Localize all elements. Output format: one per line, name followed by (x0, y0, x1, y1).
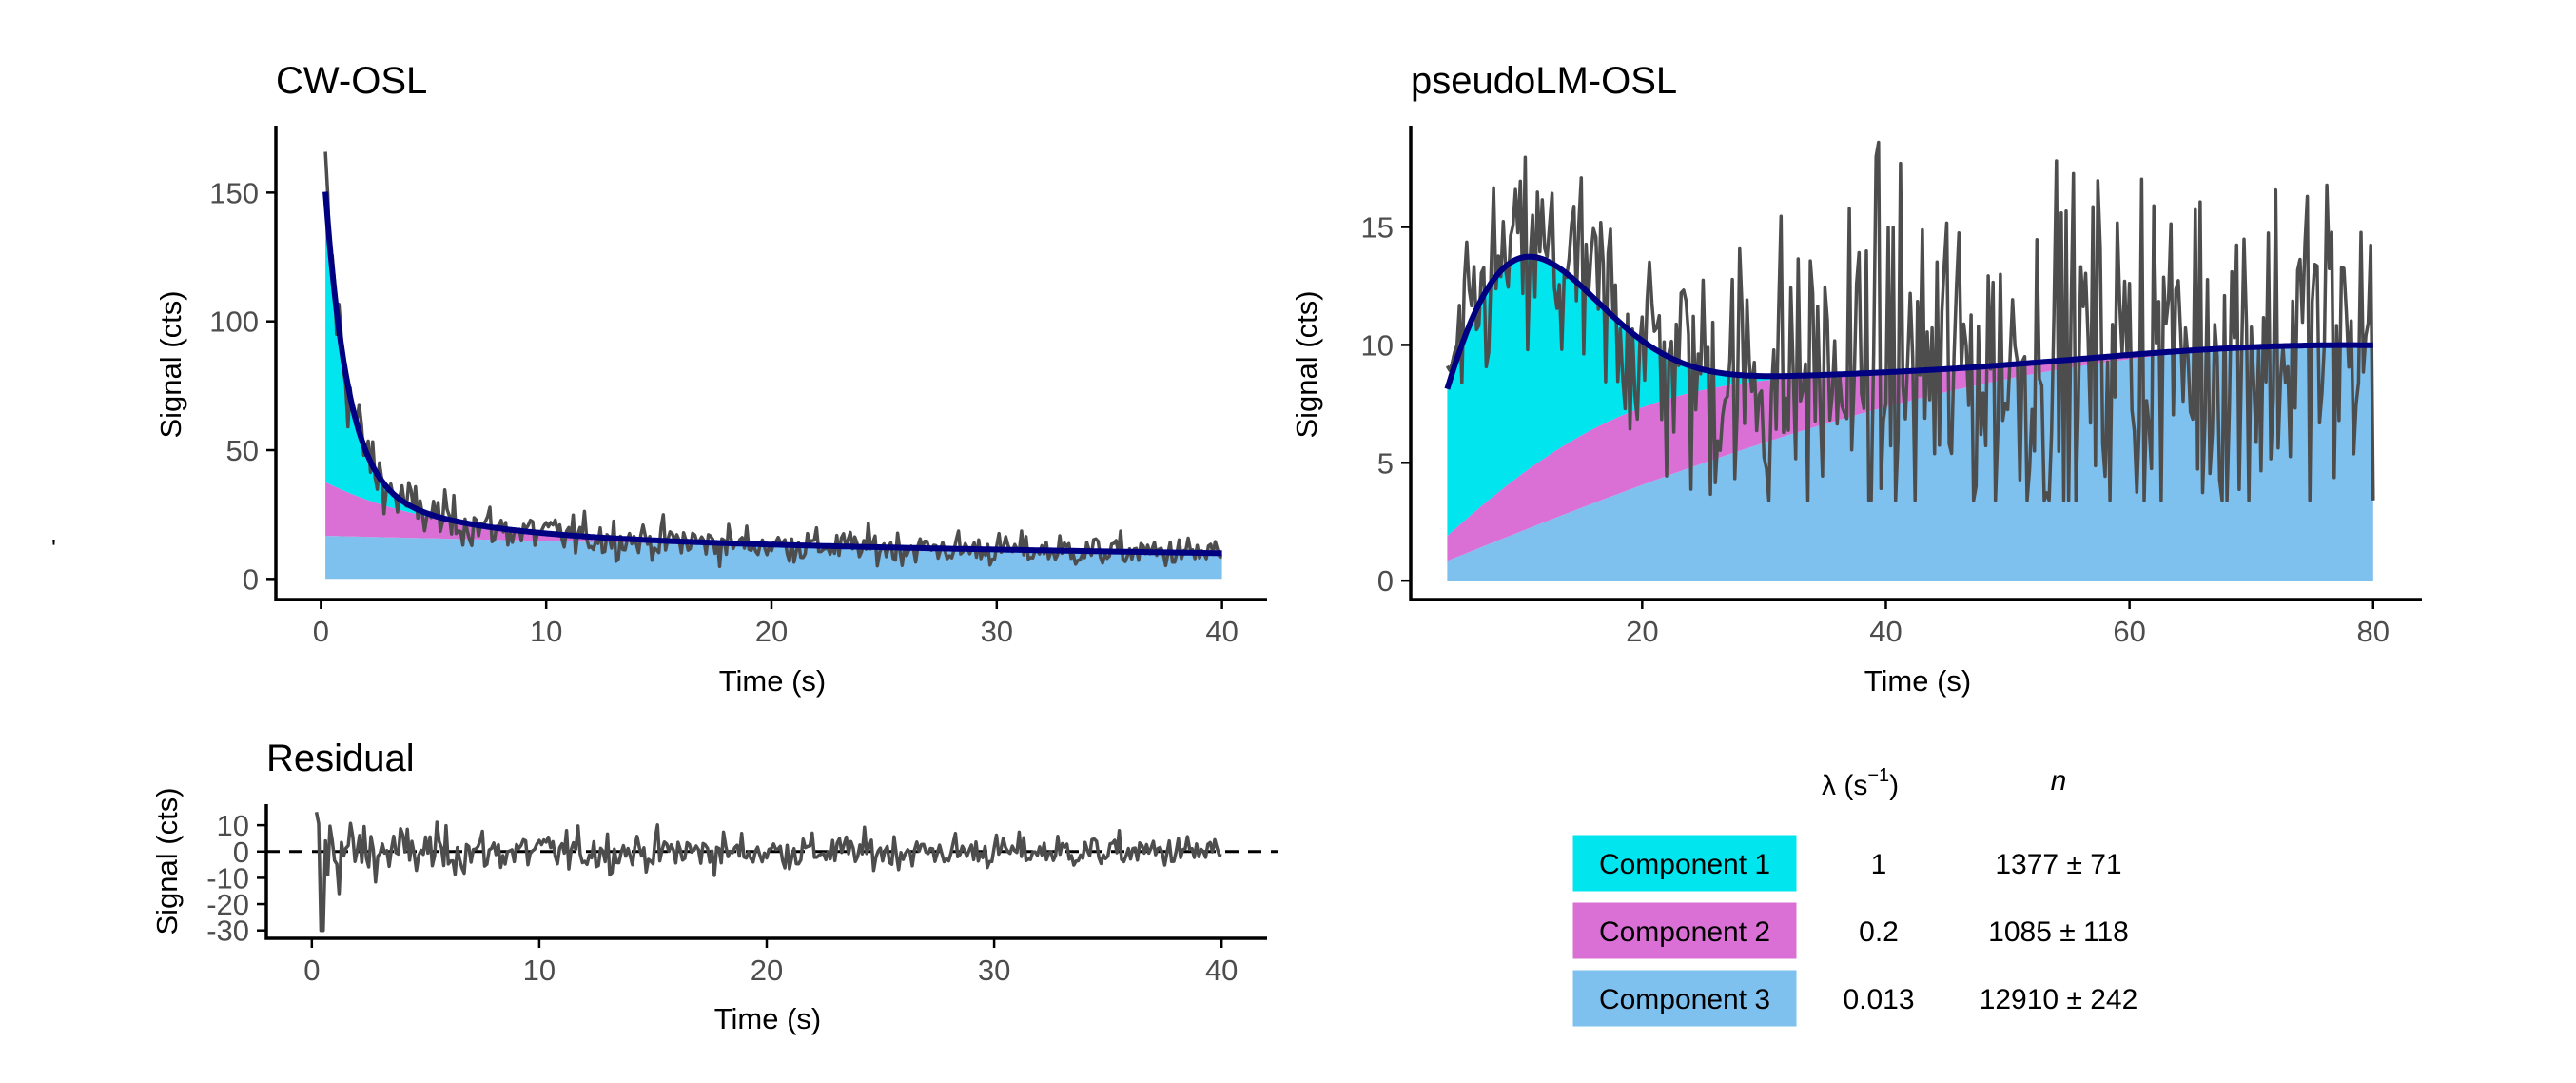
pseudolm-osl-y-tick-label: 0 (1377, 564, 1394, 598)
residual-y-tick-label: -30 (206, 915, 249, 948)
residual-x-tick-label: 20 (751, 954, 783, 987)
residual-x-tick-label: 10 (523, 954, 556, 987)
n-header: n (2051, 765, 2067, 797)
residual-title: Residual (266, 738, 415, 779)
pseudolm-osl-area-component-2 (1447, 345, 2373, 561)
residual-x-tick-label: 30 (978, 954, 1010, 987)
cw-osl-y-axis-label: Signal (cts) (154, 290, 187, 438)
legend-swatch-component-2 (1570, 899, 1800, 962)
component-legend-table: λ (s−1) n Component 1 1 1377 ± 71Component… (1570, 765, 2138, 1030)
cw-osl-y-tick-label: 150 (209, 176, 259, 209)
legend-label-component-3: Component 3 (1599, 984, 1770, 1015)
pseudolm-osl-panel: pseudoLM-OSL 20 40 60 80 0 5 10 15 Time (s) Si… (1290, 60, 2422, 698)
legend-n-component-3: 12910 ± 242 (1980, 984, 2138, 1015)
legend-swatch-component-1 (1570, 832, 1800, 895)
pseudolm-osl-x-tick-label: 80 (2357, 615, 2390, 648)
pseudolm-osl-x-tick-label: 20 (1626, 615, 1658, 648)
pseudolm-osl-x-ticks: 20 40 60 80 (1626, 600, 2390, 648)
legend-rows: Component 1 1 1377 ± 71 Component 2 0.2 1085 … (1570, 832, 2138, 1030)
cw-osl-axis-lines (274, 126, 1267, 601)
legend-lambda-component-3: 0.013 (1843, 984, 1914, 1015)
residual-y-tick-label: 0 (233, 836, 249, 869)
residual-y-tick-label: -20 (206, 888, 249, 921)
cw-osl-y-tick-label: 100 (209, 305, 259, 339)
cw-osl-x-tick-label: 40 (1205, 615, 1238, 648)
pseudolm-osl-x-tick-label: 60 (2113, 615, 2145, 648)
lambda-header-exponent: −1 (1867, 765, 1889, 786)
legend-lambda-component-2: 0.2 (1859, 916, 1899, 948)
pseudolm-osl-y-tick-label: 5 (1377, 446, 1394, 480)
cw-osl-title: CW-OSL (276, 60, 427, 102)
cw-osl-measured-line (323, 151, 1222, 568)
pseudolm-osl-y-tick-label: 15 (1361, 211, 1394, 245)
residual-y-tick-label: -10 (206, 861, 249, 895)
residual-panel: Residual 0 10 20 30 40 100-10-20-30 Time (s)… (150, 738, 1278, 1035)
cw-osl-area-component-1 (325, 191, 1222, 554)
cw-osl-area-component-3 (325, 536, 1222, 580)
legend-label-component-1: Component 1 (1599, 849, 1770, 880)
residual-y-tick-label: 10 (217, 809, 249, 842)
cw-osl-y-tick-label: 50 (226, 434, 259, 467)
pseudolm-osl-y-tick-label: 10 (1361, 328, 1394, 362)
legend-swatch-component-3 (1570, 967, 1800, 1030)
cw-osl-x-axis-label: Time (s) (719, 664, 827, 698)
residual-x-ticks: 0 10 20 30 40 (303, 938, 1238, 987)
cw-osl-x-tick-label: 20 (755, 615, 788, 648)
cw-osl-panel: CW-OSL 0 10 20 30 40 0 50 100 150 Time (s) Sign… (154, 60, 1267, 698)
lambda-header-label: λ (s (1822, 770, 1867, 801)
legend-n-component-2: 1085 ± 118 (1988, 916, 2129, 948)
cw-osl-y-ticks: 0 50 100 150 (209, 176, 276, 596)
cw-osl-x-ticks: 0 10 20 30 40 (313, 600, 1239, 648)
lambda-header: λ (s−1) (1822, 765, 1899, 801)
legend-lambda-component-1: 1 (1871, 849, 1887, 880)
legend-n-component-1: 1377 ± 71 (1995, 849, 2121, 880)
residual-y-ticks: 100-10-20-30 (206, 809, 266, 948)
pseudolm-osl-x-tick-label: 40 (1869, 615, 1902, 648)
legend-label-component-2: Component 2 (1599, 916, 1770, 948)
residual-x-tick-label: 0 (303, 954, 320, 987)
residual-axis-lines (264, 804, 1267, 940)
pseudolm-osl-measured-line (1445, 140, 2375, 502)
pseudolm-osl-area-component-3 (1447, 345, 2373, 581)
cw-osl-x-tick-label: 10 (530, 615, 562, 648)
pseudolm-osl-y-ticks: 0 5 10 15 (1361, 211, 1411, 598)
pseudolm-osl-axis-lines (1409, 126, 2422, 601)
pseudolm-osl-fit-line (1444, 253, 2374, 390)
pseudolm-osl-title: pseudoLM-OSL (1411, 60, 1677, 102)
cw-osl-x-tick-label: 0 (313, 615, 329, 648)
residual-x-tick-label: 40 (1205, 954, 1238, 987)
pseudolm-osl-x-axis-label: Time (s) (1864, 664, 1972, 698)
pseudolm-osl-y-axis-label: Signal (cts) (1290, 290, 1323, 438)
cw-osl-y-tick-label: 0 (243, 562, 259, 596)
lambda-header-close: ) (1889, 770, 1899, 801)
residual-x-axis-label: Time (s) (714, 1002, 822, 1035)
cw-osl-x-tick-label: 30 (981, 615, 1013, 648)
stray-mark: ' (51, 534, 56, 562)
residual-line (314, 811, 1222, 933)
residual-y-axis-label: Signal (cts) (150, 787, 184, 935)
cw-osl-fit-line (322, 191, 1223, 557)
